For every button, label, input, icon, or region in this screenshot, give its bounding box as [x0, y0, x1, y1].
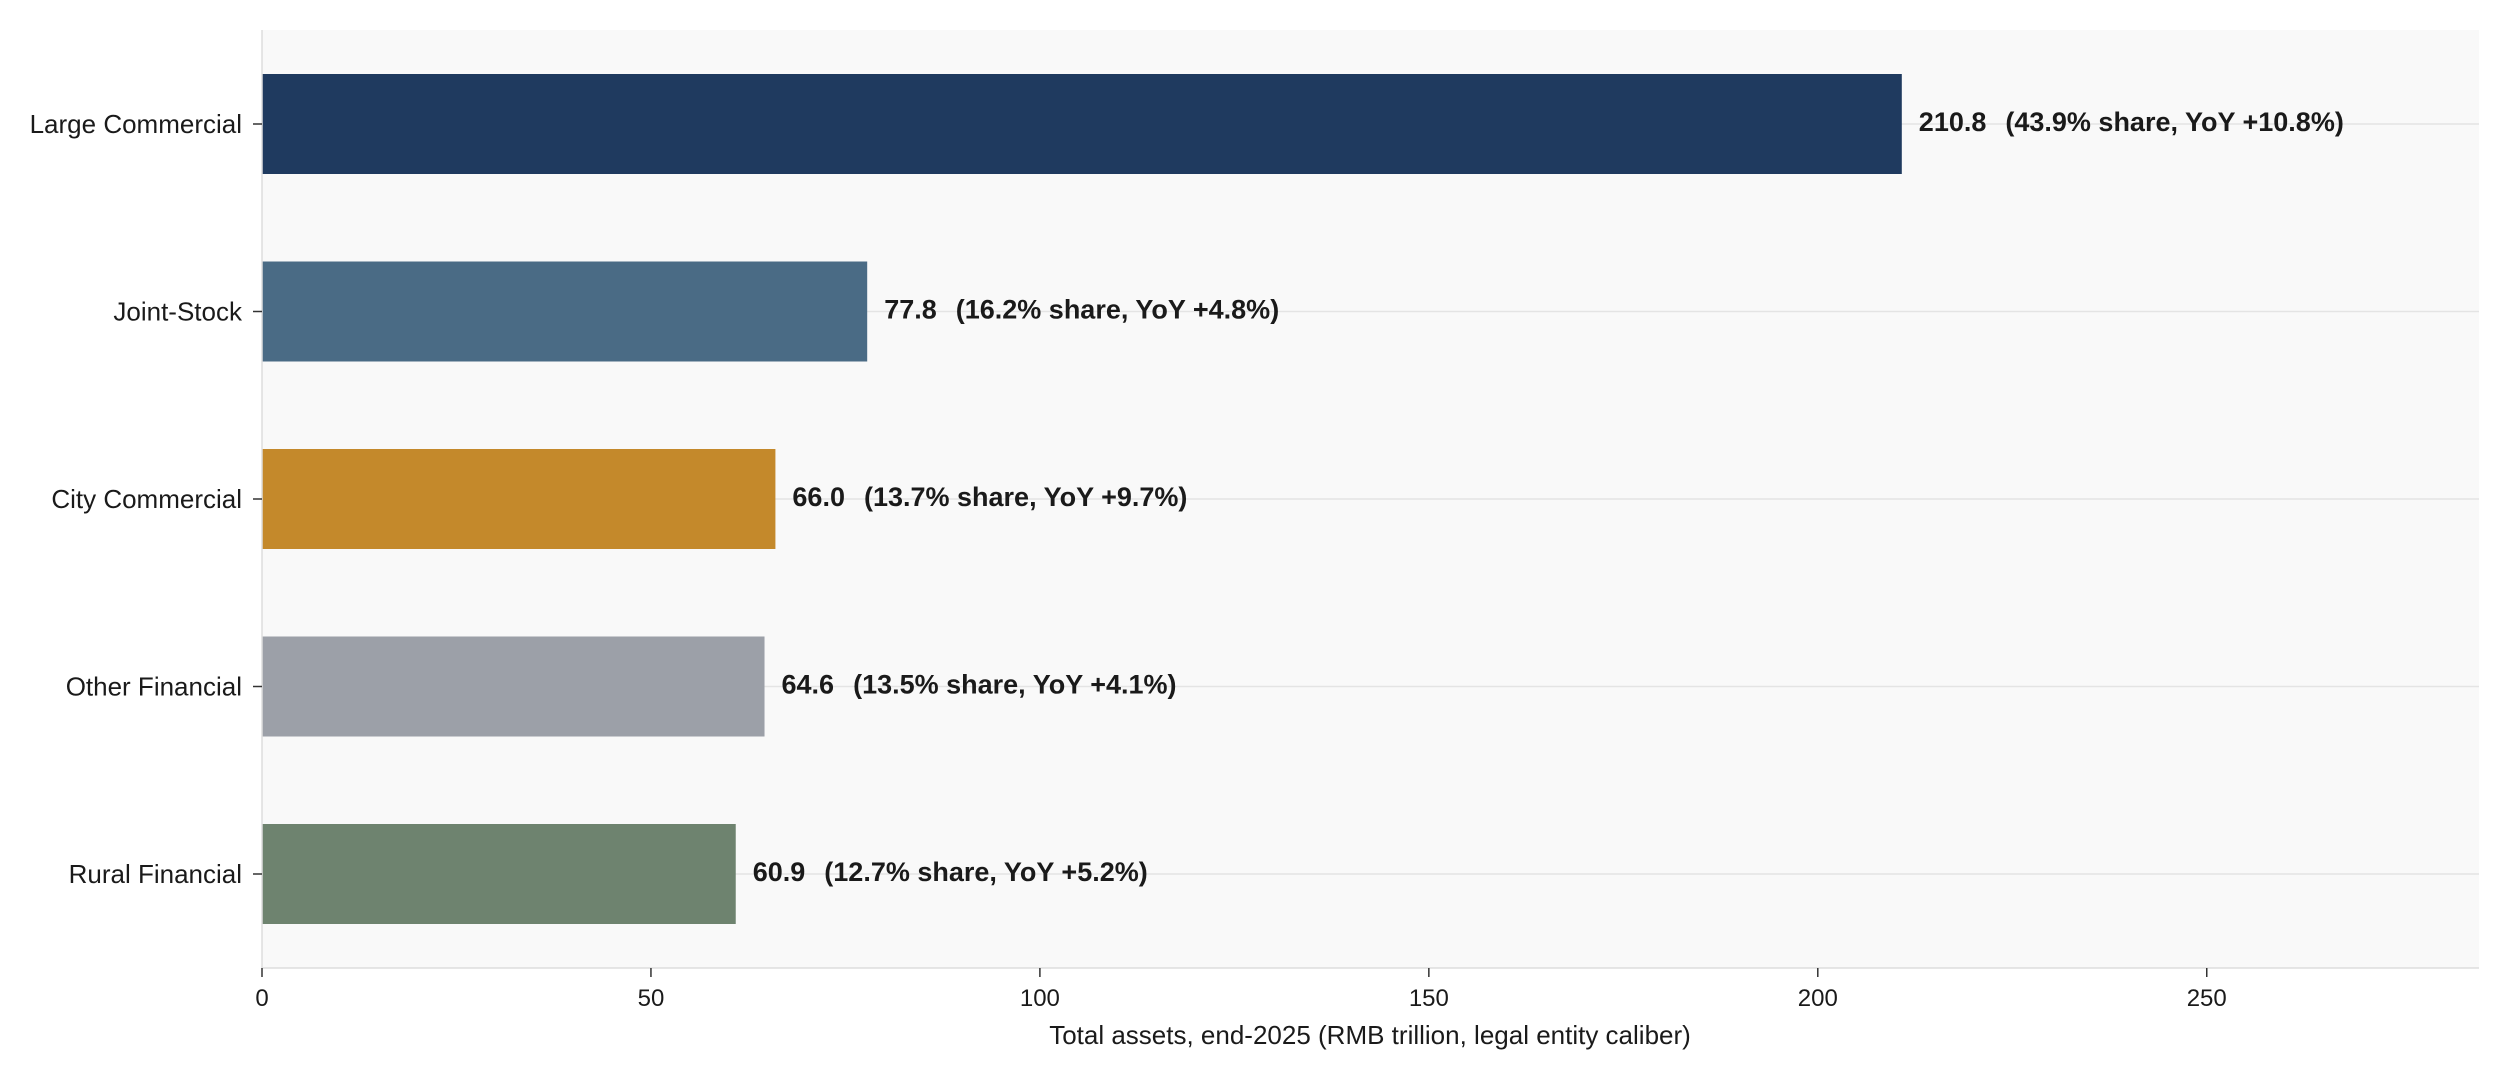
value-label: 64.6	[782, 670, 835, 700]
share-annotation: (16.2% share, YoY +4.8%)	[956, 295, 1279, 325]
category-label: Joint-Stock	[113, 297, 243, 327]
share-annotation: (12.7% share, YoY +5.2%)	[824, 857, 1147, 887]
bar	[262, 636, 765, 737]
data-labels: 210.8 (43.9% share, YoY +10.8%) 77.8 (16.2%…	[753, 107, 2344, 887]
data-label: 77.8 (16.2% share, YoY +4.8%)	[884, 295, 1279, 325]
category-labels: Large Commercial Joint-Stock City Commerci…	[30, 109, 262, 889]
x-tick-label: 50	[638, 985, 665, 1012]
data-label: 60.9 (12.7% share, YoY +5.2%)	[753, 857, 1148, 887]
bar	[262, 261, 868, 362]
x-tick-label: 0	[255, 985, 268, 1012]
share-annotation: (43.9% share, YoY +10.8%)	[2005, 107, 2343, 137]
value-label: 210.8	[1919, 107, 1987, 137]
bar	[262, 824, 736, 924]
bar	[262, 449, 776, 549]
data-label: 64.6 (13.5% share, YoY +4.1%)	[782, 670, 1177, 700]
x-ticks: 0 50 100 150 200 250	[255, 968, 2227, 1012]
share-annotation: (13.7% share, YoY +9.7%)	[864, 482, 1187, 512]
value-label: 77.8	[884, 295, 937, 325]
category-label: Rural Financial	[69, 859, 242, 889]
data-label: 66.0 (13.7% share, YoY +9.7%)	[792, 482, 1187, 512]
share-annotation: (13.5% share, YoY +4.1%)	[853, 670, 1176, 700]
x-tick-label: 250	[2187, 985, 2227, 1012]
category-label: Other Financial	[66, 672, 242, 702]
value-label: 66.0	[792, 482, 845, 512]
category-label: Large Commercial	[30, 109, 242, 139]
x-tick-label: 100	[1020, 985, 1060, 1012]
bars	[262, 74, 1902, 924]
x-tick-label: 150	[1409, 985, 1449, 1012]
x-axis-title: Total assets, end-2025 (RMB trillion, le…	[1049, 1020, 1691, 1050]
category-label: City Commercial	[51, 484, 242, 514]
bar	[262, 74, 1902, 174]
data-label: 210.8 (43.9% share, YoY +10.8%)	[1919, 107, 2344, 137]
value-label: 60.9	[753, 857, 806, 887]
x-tick-label: 200	[1798, 985, 1838, 1012]
